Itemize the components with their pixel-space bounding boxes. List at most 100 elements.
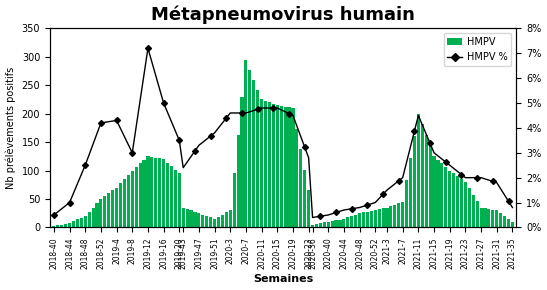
Bar — [272, 104, 275, 227]
Bar — [335, 220, 337, 227]
Bar — [232, 173, 236, 227]
Bar — [142, 160, 146, 227]
Bar — [201, 215, 205, 227]
Bar — [147, 156, 149, 227]
Bar — [158, 158, 161, 227]
Line: HMPV %: HMPV % — [52, 46, 515, 220]
Bar — [107, 193, 110, 227]
Bar — [484, 208, 487, 227]
Bar — [413, 136, 416, 227]
Bar — [150, 157, 153, 227]
Bar — [53, 226, 55, 227]
Bar — [499, 213, 502, 227]
Bar — [88, 212, 91, 227]
Bar — [84, 216, 87, 227]
Bar — [440, 164, 444, 227]
Bar — [381, 209, 385, 227]
X-axis label: Semaines: Semaines — [253, 274, 313, 284]
Bar — [185, 209, 189, 227]
HMPV % — [149, 60, 155, 64]
Bar — [311, 224, 314, 227]
Bar — [252, 79, 255, 227]
Bar — [456, 176, 459, 227]
Bar — [221, 215, 224, 227]
Bar — [444, 167, 447, 227]
Bar — [358, 213, 361, 227]
Bar — [460, 179, 463, 227]
Bar — [330, 221, 334, 227]
Bar — [401, 202, 404, 227]
Bar — [80, 218, 83, 227]
HMPV % — [309, 216, 316, 219]
Bar — [268, 102, 271, 227]
Bar — [295, 128, 299, 227]
Bar — [100, 199, 102, 227]
Bar — [428, 146, 432, 227]
Bar — [417, 114, 420, 227]
Bar — [362, 213, 365, 227]
Bar — [448, 171, 451, 227]
Bar — [327, 222, 330, 227]
Bar — [225, 213, 228, 227]
Bar — [480, 208, 482, 227]
Bar — [197, 213, 200, 227]
Bar — [389, 206, 393, 227]
Bar — [487, 209, 491, 227]
Bar — [68, 223, 71, 227]
Bar — [354, 215, 357, 227]
Bar — [56, 225, 60, 227]
Bar — [374, 210, 377, 227]
Bar — [276, 105, 279, 227]
HMPV % — [411, 129, 418, 133]
Bar — [182, 208, 185, 227]
Bar — [174, 170, 177, 227]
HMPV % — [509, 206, 516, 209]
Title: Métapneumovirus humain: Métapneumovirus humain — [151, 6, 415, 24]
Bar — [154, 158, 158, 227]
Bar — [323, 222, 326, 227]
Bar — [95, 203, 98, 227]
Bar — [213, 219, 216, 227]
Bar — [319, 223, 322, 227]
Bar — [91, 208, 95, 227]
Bar — [339, 220, 341, 227]
Bar — [307, 191, 310, 227]
Bar — [245, 60, 247, 227]
Legend: HMPV, HMPV %: HMPV, HMPV % — [444, 33, 511, 66]
Bar — [468, 188, 471, 227]
Bar — [511, 222, 514, 227]
Bar — [397, 203, 400, 227]
Bar — [162, 159, 165, 227]
Bar — [131, 171, 134, 227]
Bar — [386, 208, 388, 227]
Bar — [111, 191, 114, 227]
HMPV % — [419, 123, 426, 126]
Bar — [377, 209, 381, 227]
Bar — [292, 108, 294, 227]
Bar — [393, 205, 397, 227]
Bar — [433, 156, 435, 227]
Bar — [299, 149, 302, 227]
Bar — [72, 221, 75, 227]
Bar — [409, 158, 412, 227]
Bar — [178, 173, 181, 227]
HMPV % — [50, 213, 57, 217]
Bar — [205, 216, 208, 227]
Bar — [370, 211, 373, 227]
Bar — [256, 90, 259, 227]
Bar — [472, 195, 475, 227]
Bar — [421, 124, 424, 227]
Bar — [123, 179, 126, 227]
Bar — [194, 212, 196, 227]
Bar — [342, 219, 346, 227]
Bar — [76, 220, 79, 227]
Bar — [283, 107, 287, 227]
Bar — [119, 183, 122, 227]
Y-axis label: Nb prélèvements positifs: Nb prélèvements positifs — [5, 67, 16, 189]
Bar — [424, 135, 428, 227]
Bar — [103, 196, 107, 227]
HMPV % — [376, 197, 382, 200]
Bar — [241, 97, 243, 227]
Bar — [229, 210, 232, 227]
HMPV % — [211, 131, 218, 135]
